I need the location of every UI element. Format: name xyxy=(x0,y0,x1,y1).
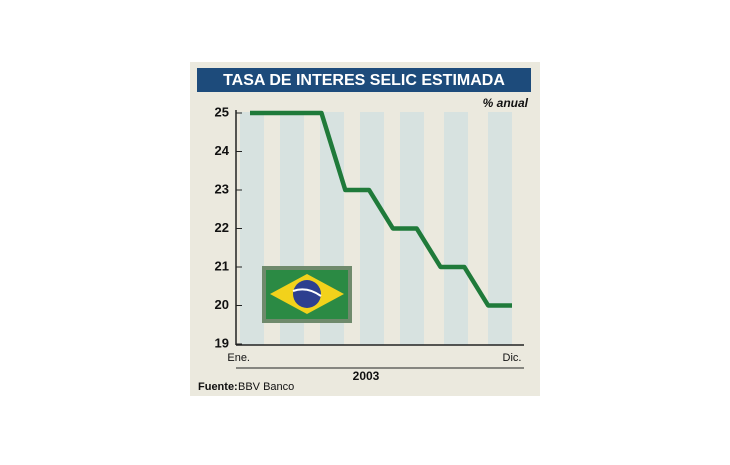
title-bar xyxy=(197,68,531,92)
chart-title: TASA DE INTERES SELIC ESTIMADA xyxy=(223,72,505,89)
line xyxy=(250,110,512,308)
x-tick-label: Dic. xyxy=(503,352,522,364)
unit-label: % anual xyxy=(483,96,529,110)
y-tick-label: 25 xyxy=(215,104,229,119)
y-tick-label: 22 xyxy=(215,220,229,235)
source-label: Fuente: xyxy=(198,381,238,393)
y-tick-label: 20 xyxy=(215,297,229,312)
flag xyxy=(262,266,352,323)
x-axis-label: 2003 xyxy=(353,369,380,383)
source: BBV Banco xyxy=(238,381,294,393)
y-tick-label: 23 xyxy=(215,181,229,196)
x-tick-label: Ene. xyxy=(227,352,250,364)
y-tick-label: 21 xyxy=(215,258,229,273)
y-tick-label: 19 xyxy=(215,335,229,350)
y-tick-label: 24 xyxy=(215,143,230,158)
